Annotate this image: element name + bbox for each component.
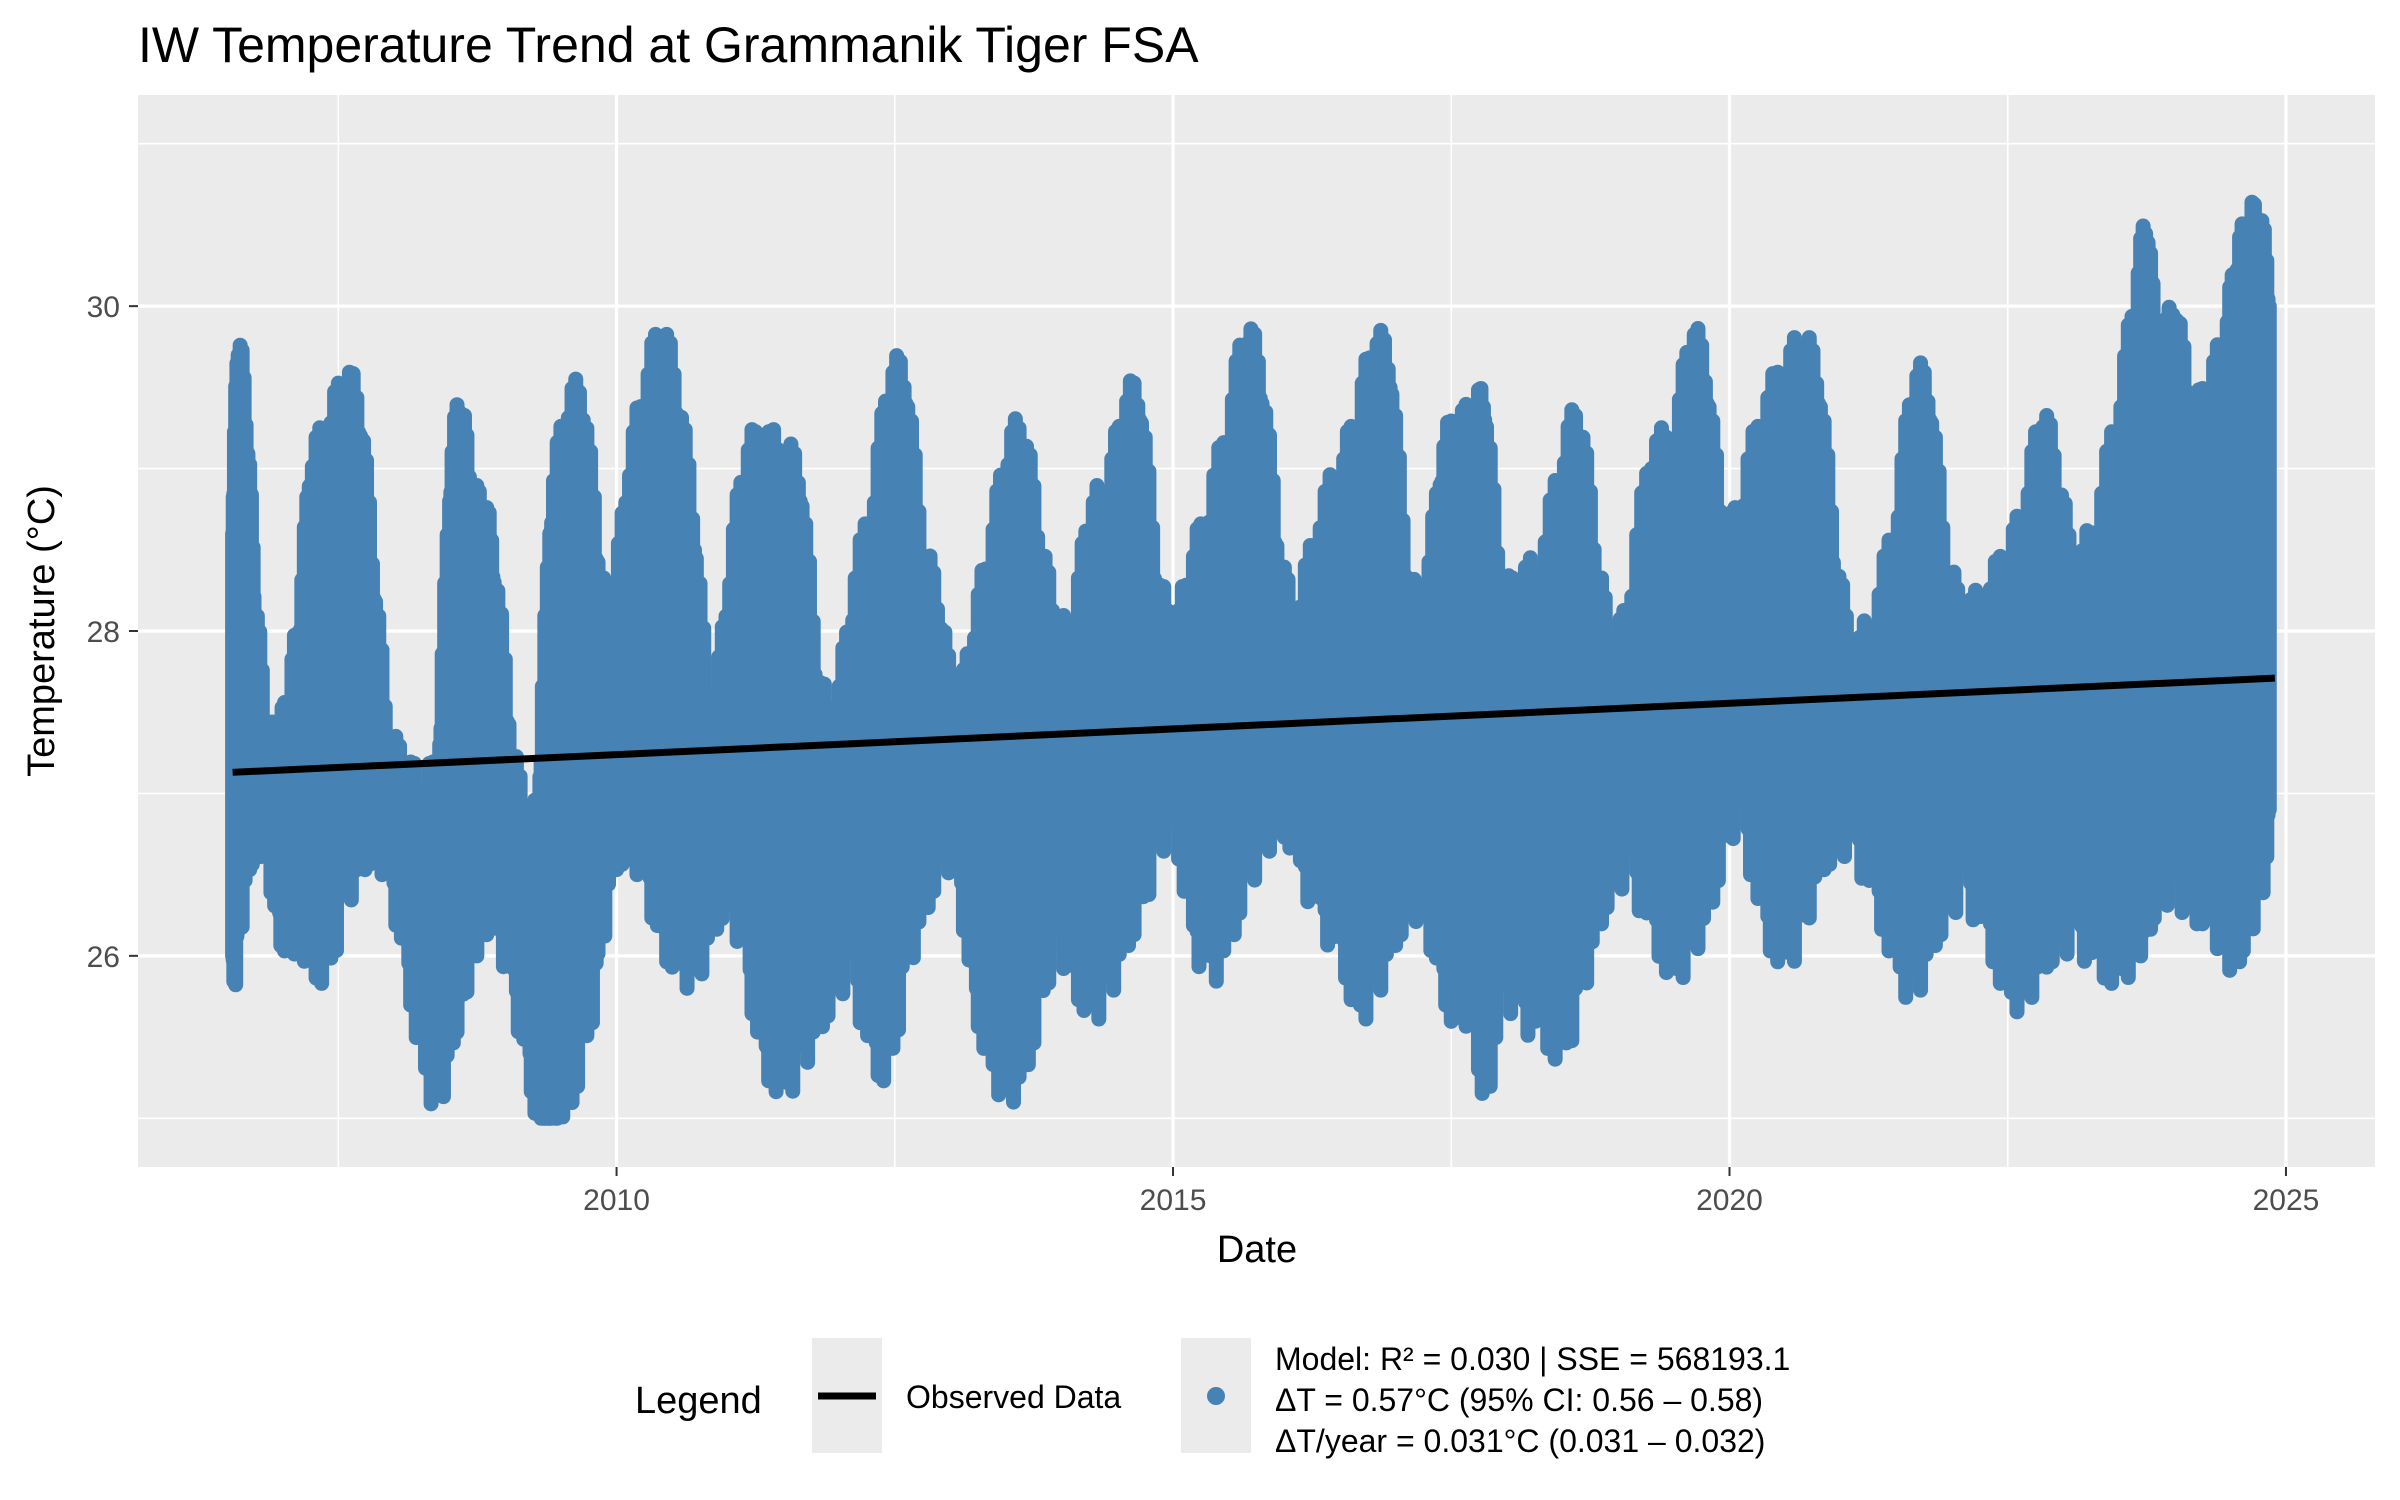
legend: Legend Observed Data Model: R² = 0.030 |… — [635, 1338, 1790, 1459]
legend-label-point-line-3: ΔT/year = 0.031°C (0.031 – 0.032) — [1275, 1423, 1765, 1459]
trend-line-group — [232, 674, 2275, 776]
y-tick-label: 30 — [87, 291, 120, 324]
x-tick-label: 2025 — [2253, 1184, 2320, 1217]
legend-key-point — [1207, 1387, 1225, 1405]
legend-label-line: Observed Data — [906, 1379, 1121, 1415]
legend-title: Legend — [635, 1380, 762, 1422]
trend-line — [232, 674, 2275, 776]
y-axis-ticks: 26 28 30 — [87, 291, 138, 974]
legend-label-point-line-2: ΔT = 0.57°C (95% CI: 0.56 – 0.58) — [1275, 1382, 1763, 1418]
x-axis-ticks: 2010 2015 2020 2025 — [583, 1167, 2319, 1217]
y-tick-label: 26 — [87, 941, 120, 974]
y-axis-title: Temperature (°C) — [21, 485, 63, 777]
x-tick-label: 2020 — [1696, 1184, 1763, 1217]
legend-label-point-line-1: Model: R² = 0.030 | SSE = 568193.1 — [1275, 1341, 1790, 1377]
x-tick-label: 2015 — [1140, 1184, 1207, 1217]
x-axis-title: Date — [1217, 1229, 1297, 1271]
y-tick-label: 28 — [87, 616, 120, 649]
x-tick-label: 2010 — [583, 1184, 650, 1217]
chart-title: IW Temperature Trend at Grammanik Tiger … — [138, 17, 1199, 73]
